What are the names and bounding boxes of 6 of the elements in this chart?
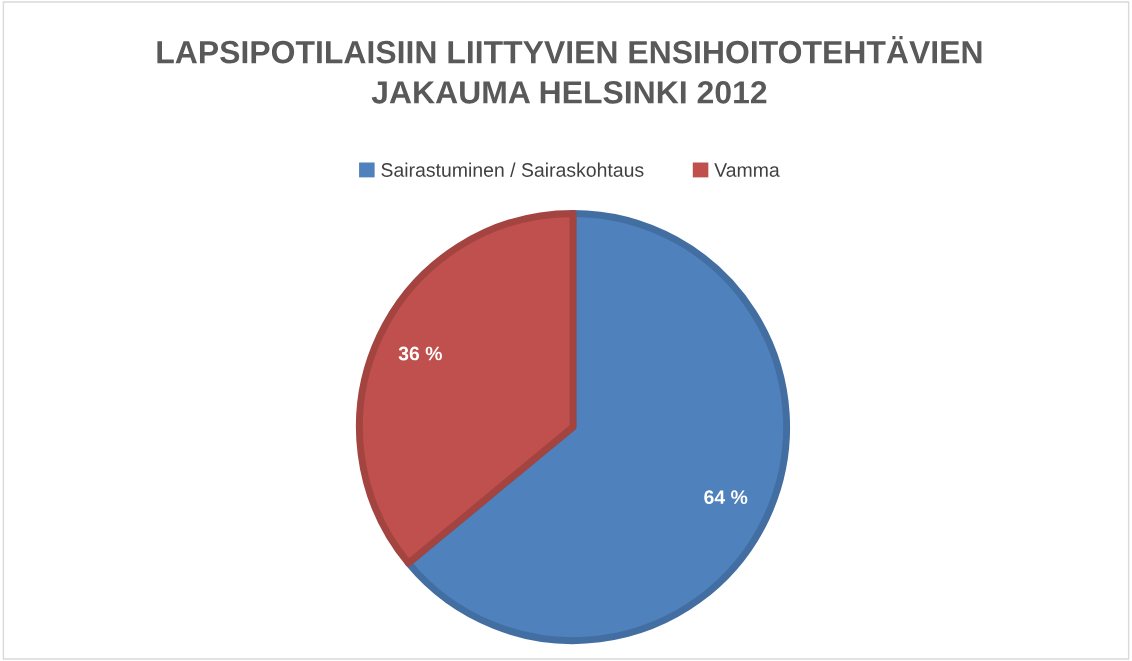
data-label: 64 % [704,490,748,505]
pie-slice [355,209,577,567]
legend-label: Sairastuminen / Sairaskohtaus [381,162,644,177]
chart-title: LAPSIPOTILAISIIN LIITTYVIEN ENSIHOITOTEHTÄVIEN JAKAUMA HELSINKI 2012 [157,35,982,104]
legend-label: Vamma [714,163,780,177]
data-label: 36 % [398,346,442,361]
